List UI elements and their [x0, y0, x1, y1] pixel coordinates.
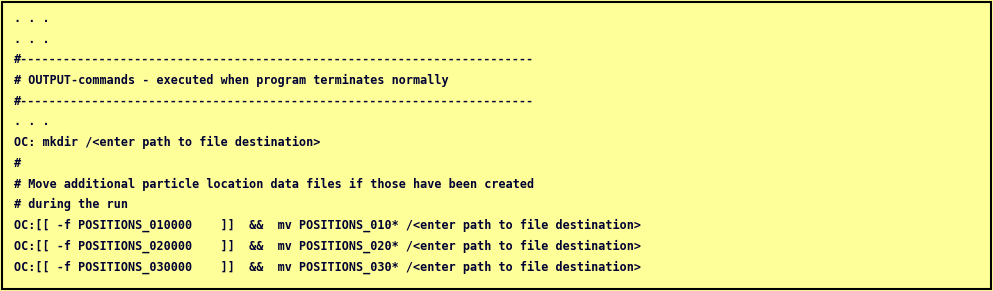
Text: # Move additional particle location data files if those have been created: # Move additional particle location data…	[14, 178, 534, 191]
Text: OC:[[ -f POSITIONS_010000    ]]  &&  mv POSITIONS_010* /<enter path to file dest: OC:[[ -f POSITIONS_010000 ]] && mv POSIT…	[14, 219, 641, 232]
Text: OC:[[ -f POSITIONS_020000    ]]  &&  mv POSITIONS_020* /<enter path to file dest: OC:[[ -f POSITIONS_020000 ]] && mv POSIT…	[14, 239, 641, 253]
Text: # during the run: # during the run	[14, 198, 128, 211]
Text: . . .: . . .	[14, 12, 50, 25]
Text: . . .: . . .	[14, 116, 50, 128]
Text: #: #	[14, 157, 21, 170]
Text: . . .: . . .	[14, 33, 50, 46]
Text: OC:[[ -f POSITIONS_030000    ]]  &&  mv POSITIONS_030* /<enter path to file dest: OC:[[ -f POSITIONS_030000 ]] && mv POSIT…	[14, 260, 641, 274]
Text: OC: mkdir /<enter path to file destination>: OC: mkdir /<enter path to file destinati…	[14, 136, 321, 149]
Text: # OUTPUT-commands - executed when program terminates normally: # OUTPUT-commands - executed when progra…	[14, 74, 449, 87]
Text: #------------------------------------------------------------------------: #---------------------------------------…	[14, 95, 534, 108]
Text: #------------------------------------------------------------------------: #---------------------------------------…	[14, 53, 534, 66]
